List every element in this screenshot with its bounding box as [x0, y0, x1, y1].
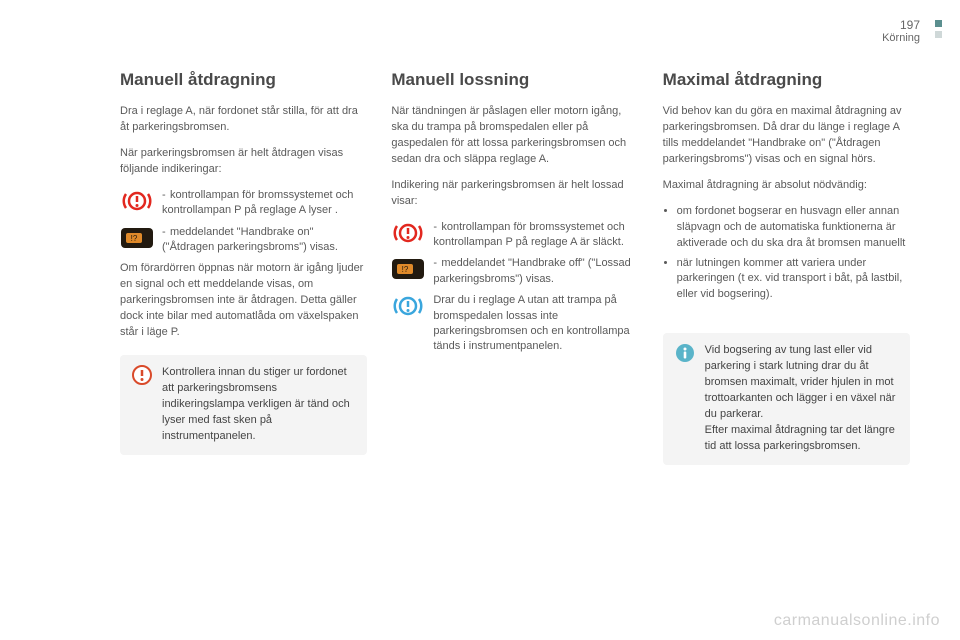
- brake-warning-icon: [391, 220, 425, 246]
- display-message-icon: !?: [120, 225, 154, 251]
- page-header: 197 Körning: [882, 18, 920, 44]
- brake-info-icon: [391, 293, 425, 319]
- page: 197 Körning Manuell åtdragning Dra i reg…: [0, 0, 960, 640]
- brake-warning-icon: [120, 188, 154, 214]
- indicator-row: !? -meddelandet "Handbrake on" ("Åtdrage…: [120, 225, 367, 256]
- indicator-text: Drar du i reglage A utan att trampa på b…: [433, 293, 638, 355]
- paragraph: Maximal åtdragning är absolut nödvändig:: [663, 178, 910, 194]
- list-item: när lutningen kommer att variera under p…: [677, 256, 910, 304]
- corner-square-top: [935, 20, 942, 27]
- paragraph: När tändningen är påslagen eller motorn …: [391, 104, 638, 168]
- warning-note: Kontrollera innan du stiger ur fordonet …: [120, 355, 367, 455]
- indicator-text: -kontrollampan för bromssystemet och kon…: [162, 188, 367, 219]
- display-message-icon: !?: [391, 256, 425, 282]
- column-manual-apply: Manuell åtdragning Dra i reglage A, när …: [120, 70, 367, 465]
- warning-text: Kontrollera innan du stiger ur fordonet …: [162, 365, 355, 445]
- indicator-row: Drar du i reglage A utan att trampa på b…: [391, 293, 638, 355]
- paragraph: Indikering när parkeringsbromsen är helt…: [391, 178, 638, 210]
- svg-text:!?: !?: [131, 234, 138, 243]
- indicator-row: -kontrollampan för bromssystemet och kon…: [120, 188, 367, 219]
- info-icon: [675, 343, 695, 363]
- page-number: 197: [882, 18, 920, 32]
- page-section: Körning: [882, 32, 920, 44]
- paragraph: Dra i reglage A, när fordonet står still…: [120, 104, 367, 136]
- indicator-text: -kontrollampan för bromssystemet och kon…: [433, 220, 638, 251]
- indicator-text: -meddelandet "Handbrake on" ("Åtdragen p…: [162, 225, 367, 256]
- indicator-row: !? -meddelandet "Handbrake off" ("Lossad…: [391, 256, 638, 287]
- heading-max-apply: Maximal åtdragning: [663, 70, 910, 90]
- column-max-apply: Maximal åtdragning Vid behov kan du göra…: [663, 70, 910, 465]
- paragraph: Om förardörren öppnas när motorn är igån…: [120, 261, 367, 341]
- paragraph: Vid behov kan du göra en maximal åtdragn…: [663, 104, 910, 168]
- indicator-row: -kontrollampan för bromssystemet och kon…: [391, 220, 638, 251]
- info-note: Vid bogsering av tung last eller vid par…: [663, 333, 910, 465]
- warning-icon: [132, 365, 152, 385]
- corner-marker-icon: [935, 20, 942, 38]
- paragraph: När parkeringsbromsen är helt åtdragen v…: [120, 146, 367, 178]
- watermark-text: carmanualsonline.info: [774, 612, 940, 630]
- info-text: Vid bogsering av tung last eller vid par…: [705, 343, 898, 455]
- heading-manual-release: Manuell lossning: [391, 70, 638, 90]
- corner-square-bottom: [935, 31, 942, 38]
- indicator-text: -meddelandet "Handbrake off" ("Lossad pa…: [433, 256, 638, 287]
- list-item: om fordonet bogserar en husvagn eller an…: [677, 204, 910, 252]
- column-manual-release: Manuell lossning När tändningen är påsla…: [391, 70, 638, 465]
- svg-text:!?: !?: [402, 265, 409, 274]
- content-columns: Manuell åtdragning Dra i reglage A, när …: [120, 70, 910, 465]
- heading-manual-apply: Manuell åtdragning: [120, 70, 367, 90]
- bullet-list: om fordonet bogserar en husvagn eller an…: [663, 204, 910, 304]
